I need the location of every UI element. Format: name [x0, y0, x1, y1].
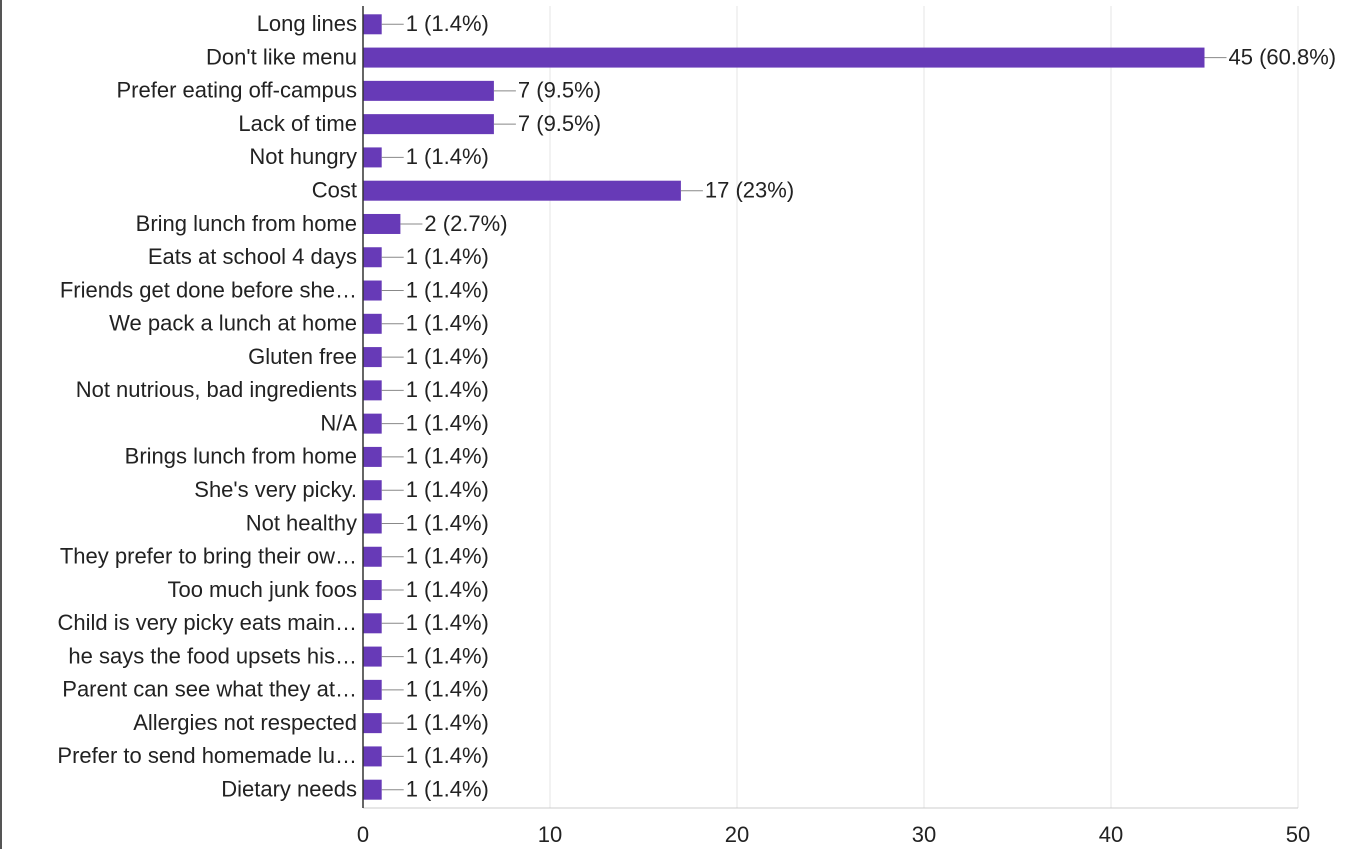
bar [363, 147, 382, 168]
y-tick-label: Too much junk foos [167, 577, 357, 602]
y-tick-label: Prefer eating off-campus [117, 78, 358, 103]
y-tick-label: Gluten free [248, 344, 357, 369]
y-tick-label: We pack a lunch at home [109, 311, 357, 336]
y-tick-label: Bring lunch from home [136, 211, 357, 236]
value-label: 1 (1.4%) [406, 377, 489, 402]
y-tick-label: Lack of time [238, 111, 357, 136]
value-label: 1 (1.4%) [406, 777, 489, 802]
y-tick-label: They prefer to bring their ow… [60, 544, 357, 569]
bar [363, 746, 382, 767]
y-tick-label: Parent can see what they at… [62, 677, 357, 702]
bar [363, 580, 382, 601]
x-tick-label: 30 [912, 822, 936, 847]
x-tick-label: 50 [1286, 822, 1310, 847]
bar [363, 47, 1205, 68]
value-label: 1 (1.4%) [406, 643, 489, 668]
x-tick-label: 10 [538, 822, 562, 847]
bar [363, 646, 382, 667]
value-label: 1 (1.4%) [406, 444, 489, 469]
value-label: 2 (2.7%) [424, 211, 507, 236]
value-label: 1 (1.4%) [406, 577, 489, 602]
bar [363, 14, 382, 35]
y-tick-label: She's very picky. [194, 477, 357, 502]
bar [363, 80, 494, 101]
x-tick-label: 0 [357, 822, 369, 847]
value-label: 1 (1.4%) [406, 311, 489, 336]
y-tick-label: Don't like menu [206, 44, 357, 69]
bar [363, 513, 382, 534]
y-tick-label: Dietary needs [221, 777, 357, 802]
bar [363, 480, 382, 501]
y-tick-label: Not hungry [249, 144, 357, 169]
bar [363, 213, 401, 234]
bar [363, 347, 382, 368]
bar [363, 446, 382, 467]
y-tick-label: Not nutrious, bad ingredients [76, 377, 357, 402]
value-label: 1 (1.4%) [406, 344, 489, 369]
bar [363, 613, 382, 634]
x-tick-label: 20 [725, 822, 749, 847]
y-tick-label: Not healthy [246, 510, 357, 535]
value-label: 1 (1.4%) [406, 144, 489, 169]
value-label: 1 (1.4%) [406, 477, 489, 502]
x-tick-label: 40 [1099, 822, 1123, 847]
y-tick-label: Child is very picky eats main… [57, 610, 357, 635]
y-tick-label: N/A [320, 410, 357, 435]
value-label: 1 (1.4%) [406, 544, 489, 569]
bar [363, 180, 681, 201]
y-tick-label: Prefer to send homemade lu… [57, 743, 357, 768]
value-label: 1 (1.4%) [406, 743, 489, 768]
value-label: 7 (9.5%) [518, 111, 601, 136]
bar [363, 413, 382, 434]
bar [363, 380, 382, 401]
y-tick-label: he says the food upsets his… [68, 643, 357, 668]
bar [363, 114, 494, 135]
bar [363, 280, 382, 301]
bar [363, 247, 382, 268]
bar [363, 779, 382, 800]
bar [363, 546, 382, 567]
value-label: 45 (60.8%) [1229, 44, 1337, 69]
bar [363, 679, 382, 700]
value-label: 1 (1.4%) [406, 710, 489, 735]
value-label: 1 (1.4%) [406, 244, 489, 269]
y-tick-label: Brings lunch from home [125, 444, 357, 469]
y-tick-label: Allergies not respected [133, 710, 357, 735]
y-tick-label: Eats at school 4 days [148, 244, 357, 269]
value-label: 7 (9.5%) [518, 78, 601, 103]
y-tick-label: Long lines [257, 11, 357, 36]
bar [363, 313, 382, 334]
value-label: 1 (1.4%) [406, 410, 489, 435]
value-label: 1 (1.4%) [406, 277, 489, 302]
value-label: 1 (1.4%) [406, 11, 489, 36]
value-label: 1 (1.4%) [406, 677, 489, 702]
value-label: 17 (23%) [705, 178, 794, 203]
bar [363, 713, 382, 734]
y-tick-label: Friends get done before she… [60, 277, 357, 302]
value-label: 1 (1.4%) [406, 610, 489, 635]
value-label: 1 (1.4%) [406, 510, 489, 535]
y-tick-label: Cost [312, 178, 357, 203]
